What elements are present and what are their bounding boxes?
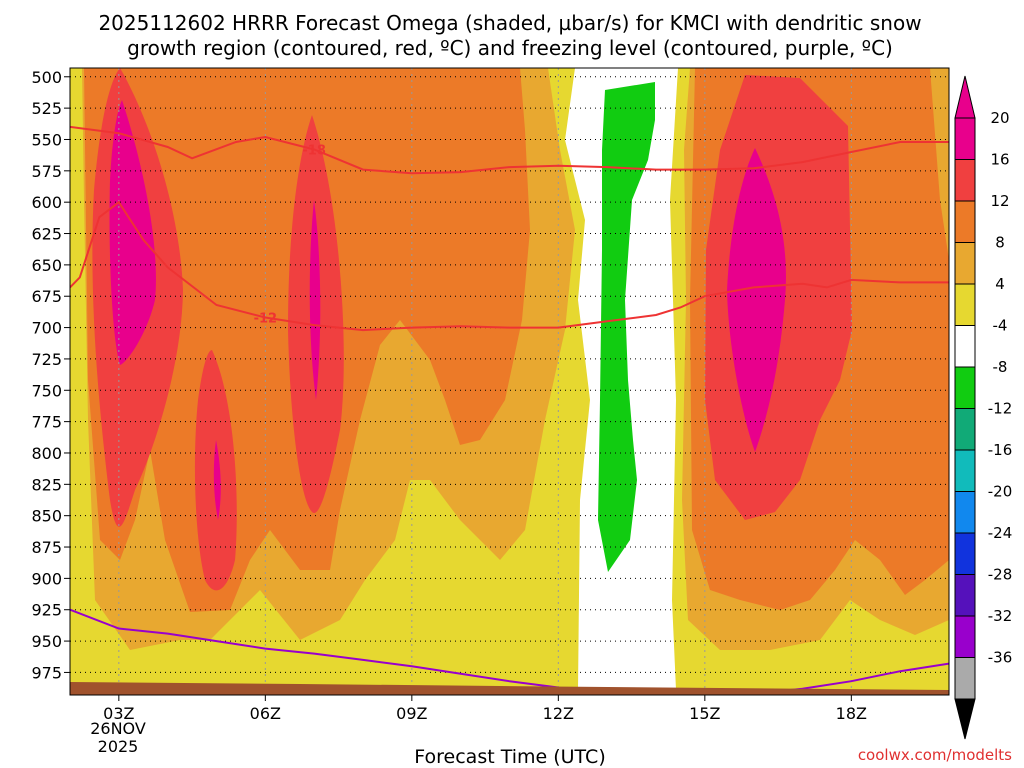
omega-band-20-b [213,440,221,520]
colorbar-label: -12 [988,400,1013,418]
y-tick-label: 825 [31,475,62,494]
colorbar-swatch [954,449,976,492]
y-tick-label: 800 [31,444,62,463]
colorbar: 20 16 12 8 4 -4 -8 -12 -16 -20 -24 -28 -32 -36 [954,75,1013,740]
omega-band-20-d [727,148,786,452]
colorbar-label: -32 [988,607,1013,625]
colorbar-swatch [954,532,976,575]
y-tick-label: 850 [31,507,62,526]
y-tick-label: 775 [31,413,62,432]
colorbar-label: 20 [990,109,1009,127]
colorbar-label: 12 [990,192,1009,210]
y-tick-label: 550 [31,130,62,149]
x-tick-label: 12Z [543,704,574,723]
colorbar-label: 8 [995,234,1005,252]
colorbar-label: -24 [988,524,1013,542]
y-tick-label: 725 [31,350,62,369]
y-tick-label: 700 [31,319,62,338]
x-tick-label: 06Z [250,704,281,723]
colorbar-top-arrow [954,75,976,119]
colorbar-swatch [954,159,976,202]
x-tick-label: 15Z [689,704,720,723]
colorbar-swatch [954,408,976,451]
colorbar-label: -36 [988,649,1013,667]
dendritic-contours: -18 -12 [70,125,949,332]
colorbar-label: -8 [993,358,1008,376]
colorbar-swatch [954,366,976,409]
terrain-ground [70,682,949,695]
dendritic-contour-label: -18 [302,144,326,159]
colorbar-swatch [954,325,976,368]
colorbar-swatch [954,615,976,658]
colorbar-bottom-arrow [954,698,976,740]
y-tick-label: 900 [31,569,62,588]
colorbar-swatch [954,117,976,160]
colorbar-swatch [954,574,976,617]
colorbar-swatch [954,200,976,243]
freezing-level-line [70,608,559,689]
y-tick-label: 750 [31,381,62,400]
colorbar-swatch [954,283,976,326]
x-axis-label: Forecast Time (UTC) [414,746,605,768]
colorbar-label: -4 [993,317,1008,335]
y-tick-label: 525 [31,99,62,118]
omega-shading [70,68,949,690]
y-tick-label: 950 [31,632,62,651]
y-axis: 500 525 550 575 600 625 650 675 700 725 750 775 800 8… [31,68,70,682]
x-tick-label: 03Z [103,704,134,723]
plot-area: -18 -12 [70,68,949,695]
credit-text: coolwx.com/modelts [858,746,1012,764]
x-axis: 03Z 06Z 09Z 12Z 15Z 18Z [103,695,867,723]
y-tick-label: 500 [31,68,62,87]
plot-frame [69,67,950,696]
colorbar-label: -28 [988,566,1013,584]
date-label-day: 26NOV [90,719,146,738]
y-tick-label: 575 [31,162,62,181]
chart-title-line1: 2025112602 HRRR Forecast Omega (shaded, … [98,11,921,35]
colorbar-swatch [954,657,976,700]
y-tick-label: 925 [31,601,62,620]
date-label-year: 2025 [98,737,139,756]
dendritic-contour-line [70,125,949,175]
chart-title-line2: growth region (contoured, red, ºC) and f… [127,36,893,60]
y-tick-label: 650 [31,256,62,275]
y-tick-label: 600 [31,193,62,212]
omega-band-20-c [309,200,321,400]
x-tick-label: 18Z [836,704,867,723]
dendritic-contour-label: -12 [254,312,278,327]
y-tick-label: 675 [31,287,62,306]
colorbar-label: -16 [988,441,1013,459]
colorbar-label: 4 [995,275,1005,293]
grid-lines [70,68,949,695]
dendritic-contour-line [70,200,949,332]
y-tick-label: 625 [31,225,62,244]
y-tick-label: 975 [31,663,62,682]
x-tick-label: 09Z [396,704,427,723]
omega-band-20 [109,100,156,365]
colorbar-label: -20 [988,483,1013,501]
colorbar-swatch [954,491,976,534]
y-tick-label: 875 [31,538,62,557]
colorbar-swatch [954,242,976,285]
omega-band-neg4 [598,82,655,572]
colorbar-label: 16 [990,151,1009,169]
